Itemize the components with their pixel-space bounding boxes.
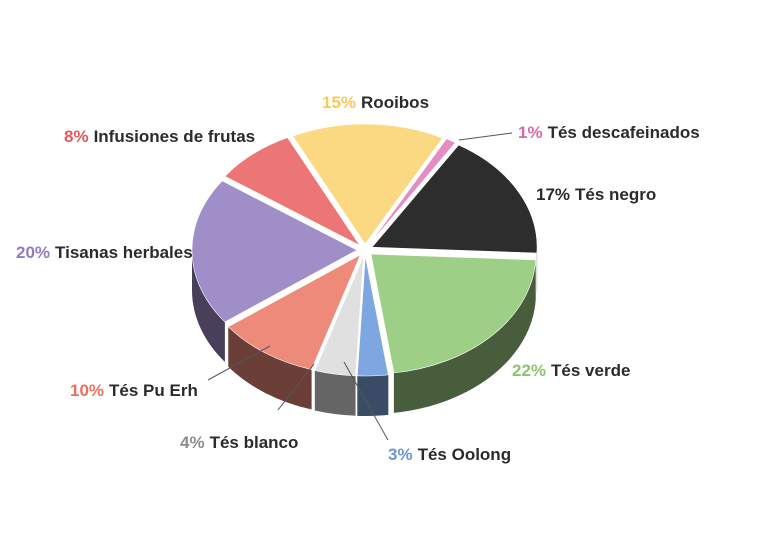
slice-percent-tes-verde: 22% <box>512 361 546 380</box>
slice-name-tisanas-herbales: Tisanas herbales <box>55 243 193 262</box>
pie-side-walls <box>192 247 538 416</box>
pie-slice-rooibos <box>292 123 444 245</box>
slice-name-infusiones-de-frutas: Infusiones de frutas <box>94 127 256 146</box>
pie-top-faces <box>191 123 538 377</box>
pie-slice-tes-blanco <box>314 255 364 377</box>
slice-label-tisanas-herbales: 20% Tisanas herbales <box>16 243 193 262</box>
slice-percent-tes-descafeinados: 1% <box>518 123 543 142</box>
slice-label-tes-blanco: 4% Tés blanco <box>180 433 298 452</box>
slice-name-tes-blanco: Tés blanco <box>210 433 299 452</box>
slice-label-tes-negro: 17% Tés negro <box>536 185 656 204</box>
slice-name-tes-descafeinados: Tés descafeinados <box>548 123 700 142</box>
slice-name-tes-oolong: Tés Oolong <box>418 445 512 464</box>
pie-side-tes-pu-erh <box>228 326 312 410</box>
pie-side-tes-verde <box>393 259 536 413</box>
slice-percent-infusiones-de-frutas: 8% <box>64 127 89 146</box>
slice-name-tes-pu-erh: Tés Pu Erh <box>109 381 198 400</box>
slice-label-tes-verde: 22% Tés verde <box>512 361 630 380</box>
slice-label-tes-descafeinados: 1% Tés descafeinados <box>518 123 700 142</box>
pie-slice-tes-oolong <box>356 255 389 377</box>
slice-label-infusiones-de-frutas: 8% Infusiones de frutas <box>64 127 255 146</box>
pie-side-tes-blanco <box>314 370 356 416</box>
slice-percent-tes-negro: 17% <box>536 185 570 204</box>
slice-label-tes-pu-erh: 10% Tés Pu Erh <box>70 381 198 400</box>
pie-slice-tes-pu-erh <box>227 254 362 370</box>
leader-line-tes-oolong <box>343 361 389 441</box>
slice-label-rooibos: 15% Rooibos <box>322 93 429 112</box>
pie-side-tes-oolong <box>357 374 389 416</box>
slice-percent-tes-blanco: 4% <box>180 433 205 452</box>
slice-label-tes-oolong: 3% Tés Oolong <box>388 445 511 464</box>
leader-line-tes-pu-erh <box>207 345 271 381</box>
leader-line-tes-descafeinados <box>458 132 513 141</box>
slice-percent-tes-pu-erh: 10% <box>70 381 104 400</box>
slice-percent-tes-oolong: 3% <box>388 445 413 464</box>
slice-name-tes-verde: Tés verde <box>551 361 630 380</box>
pie-labels: 1% Tés descafeinados 17% Tés negro 22% Tés ve… <box>16 93 700 464</box>
pie-slice-infusiones-de-frutas <box>224 137 361 247</box>
slice-name-rooibos: Rooibos <box>361 93 429 112</box>
slice-name-tes-negro: Tés negro <box>575 185 656 204</box>
leader-line-tes-blanco <box>277 363 315 411</box>
pie-slice-tes-descafeinados <box>368 138 456 245</box>
pie-slice-tes-verde <box>370 253 537 374</box>
slice-percent-tisanas-herbales: 20% <box>16 243 50 262</box>
pie-slice-tisanas-herbales <box>191 180 358 323</box>
slice-percent-rooibos: 15% <box>322 93 356 112</box>
pie-slice-tes-negro <box>371 144 538 254</box>
pie-side-tisanas-herbales <box>192 250 225 362</box>
